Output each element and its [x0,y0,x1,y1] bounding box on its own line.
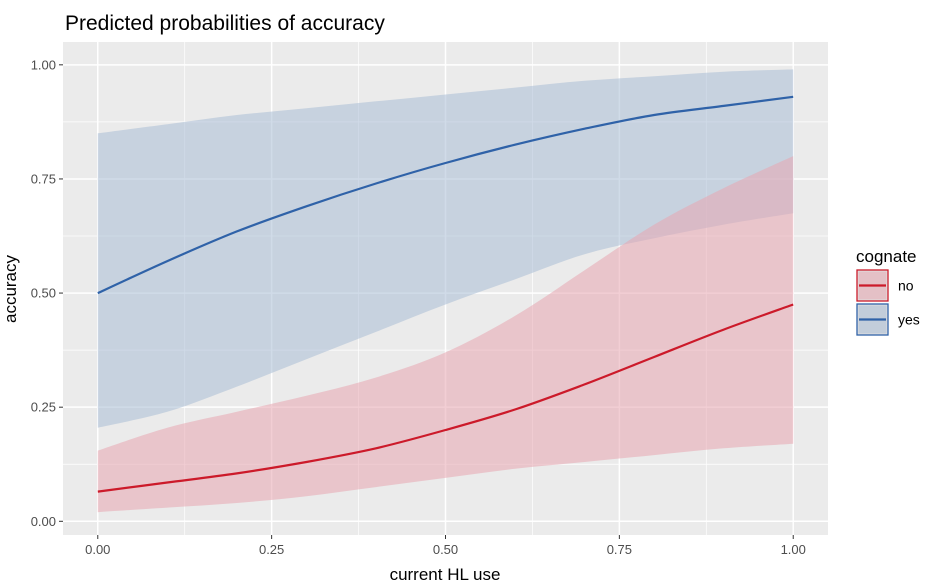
x-tick-label: 0.00 [85,542,110,557]
y-axis-ticks: 0.00 0.25 0.50 0.75 1.00 [31,57,63,529]
y-tick-label: 1.00 [31,57,56,72]
chart-title: Predicted probabilities of accuracy [65,12,385,35]
band-yes [97,69,794,428]
band-no [97,156,794,513]
series-lines [97,95,794,493]
x-tick-label: 0.25 [259,542,284,557]
y-tick-label: 0.50 [31,286,56,301]
y-tick-label: 0.25 [31,400,56,415]
x-axis-title: current HL use [390,565,501,584]
x-tick-label: 1.00 [781,542,806,557]
line-no [97,303,794,493]
legend-label-yes: yes [898,312,920,328]
line-yes [97,95,794,295]
confidence-bands [97,69,794,513]
y-tick-label: 0.75 [31,171,56,186]
legend: cognate no yes [856,247,920,336]
y-axis-title: accuracy [1,254,20,323]
x-tick-label: 0.50 [433,542,458,557]
y-tick-label: 0.00 [31,514,56,529]
legend-label-no: no [898,278,914,294]
x-tick-label: 0.75 [607,542,632,557]
x-axis-ticks: 0.00 0.25 0.50 0.75 1.00 [85,535,806,557]
legend-title: cognate [856,247,917,266]
